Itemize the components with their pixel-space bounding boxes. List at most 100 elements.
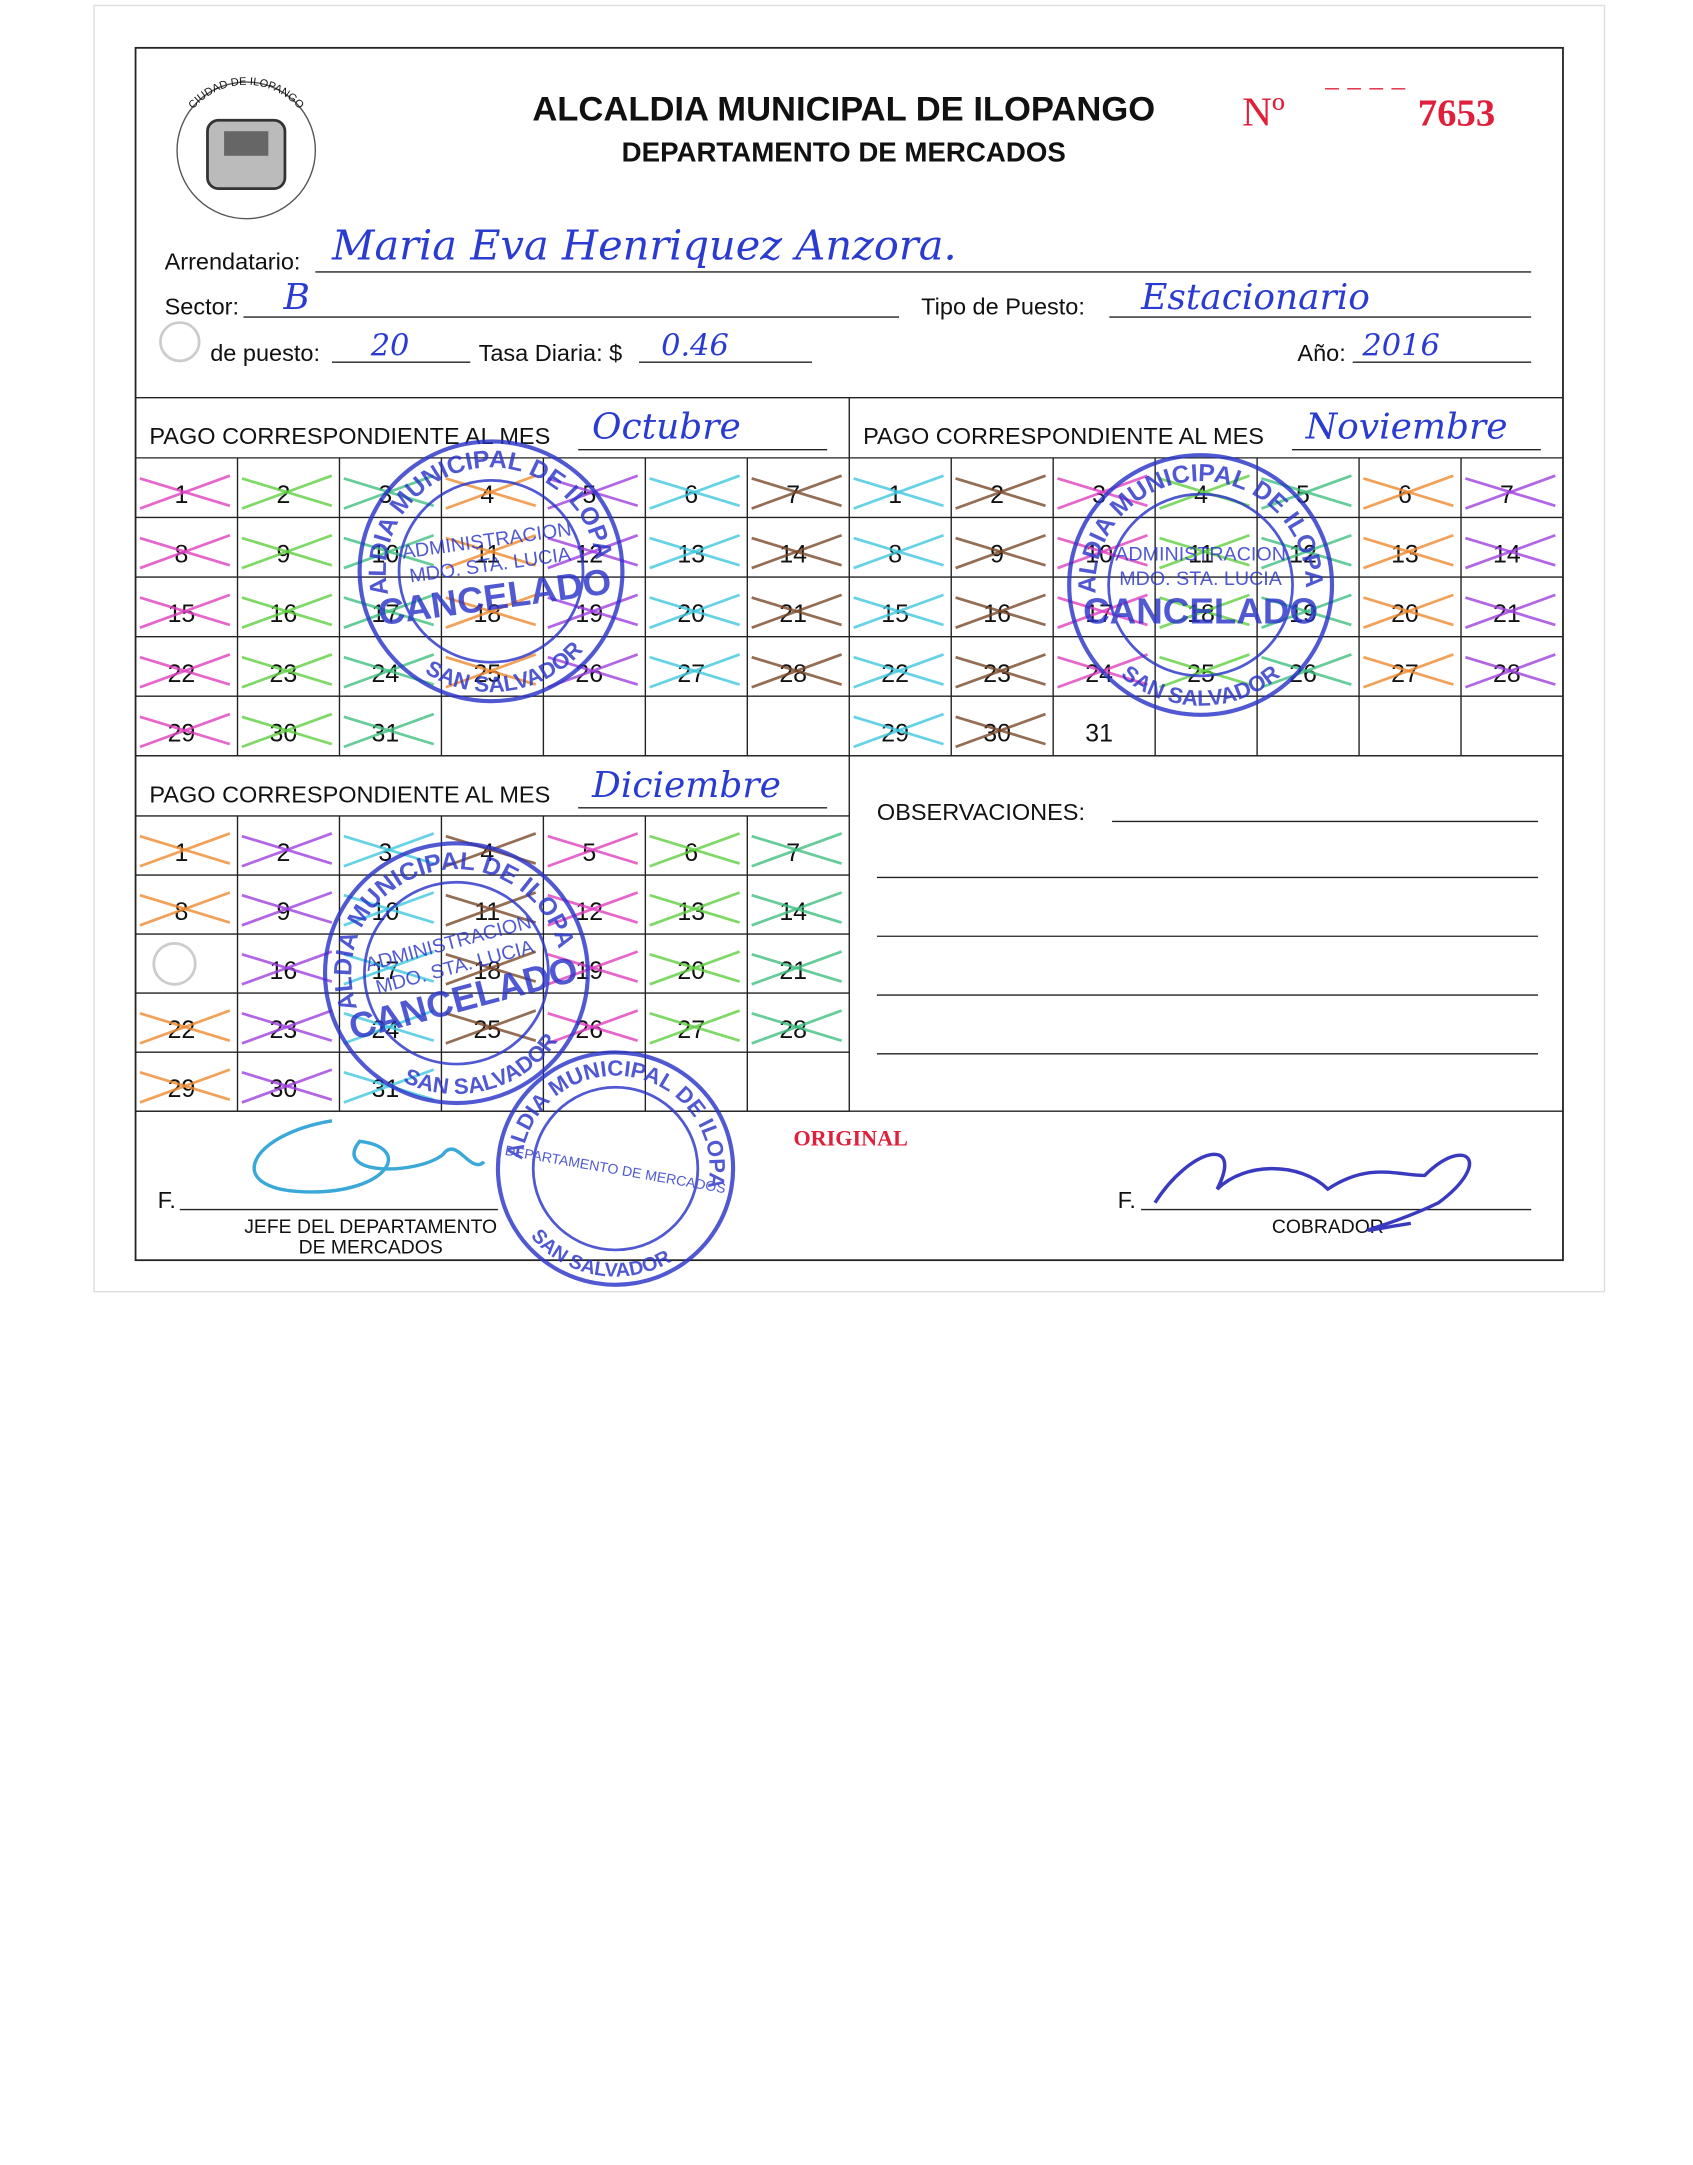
pen-mark <box>241 950 333 986</box>
pen-mark <box>1464 593 1556 629</box>
field-label: Sector: <box>165 293 239 319</box>
pen-mark <box>139 891 231 927</box>
pen-mark <box>547 832 639 868</box>
pen-mark <box>955 533 1046 570</box>
pen-mark <box>445 891 537 927</box>
number: 7653 <box>1418 93 1495 135</box>
field-value: Estacionario <box>1140 277 1370 318</box>
punch-hole <box>152 941 197 986</box>
signature-prefix: F. <box>158 1187 176 1213</box>
month-label: PAGO CORRESPONDIENTE AL MES <box>863 423 1264 449</box>
pen-mark <box>955 712 1046 749</box>
logo-ring <box>176 81 317 220</box>
month-label: PAGO CORRESPONDIENTE AL MES <box>149 423 550 449</box>
pen-mark <box>139 832 231 868</box>
pen-mark <box>853 653 945 689</box>
field-label: Año: <box>1297 340 1345 366</box>
field-label: Arrendatario: <box>165 248 301 274</box>
pen-mark <box>343 1009 435 1045</box>
pen-mark <box>139 1068 231 1104</box>
pen-mark <box>139 474 231 510</box>
signature <box>1153 1152 1472 1232</box>
pen-mark <box>445 533 537 570</box>
subtitle: DEPARTAMENTO DE MERCADOS <box>622 136 1066 167</box>
pen-mark <box>547 533 639 570</box>
field-value: Maria Eva Henriquez Anzora. <box>331 222 957 270</box>
pen-mark <box>241 533 333 570</box>
pen-mark <box>343 593 435 629</box>
stamp-text: MDO. STA. LUCIA <box>1119 568 1283 590</box>
pen-mark <box>547 593 639 629</box>
signature-title: JEFE DEL DEPARTAMENTO <box>244 1217 497 1238</box>
pen-mark <box>751 593 843 629</box>
pen-mark <box>1362 533 1454 570</box>
pen-mark <box>751 1009 843 1045</box>
pen-mark <box>1159 653 1250 689</box>
signature-title: COBRADOR <box>1272 1217 1384 1238</box>
pen-mark <box>343 950 435 986</box>
pen-mark <box>955 593 1046 629</box>
stamp-ring <box>1107 492 1294 678</box>
pen-mark <box>955 653 1046 689</box>
field-label: Tasa Diaria: $ <box>479 340 623 366</box>
observaciones-label: OBSERVACIONES: <box>877 799 1085 825</box>
day-number: 31 <box>1085 721 1113 748</box>
pen-mark <box>1159 593 1250 629</box>
stamp-ring <box>1067 453 1335 717</box>
stamp-ring <box>531 1085 700 1252</box>
pen-mark <box>241 1068 333 1104</box>
stamp-text: CANCELADO <box>1083 590 1318 631</box>
pen-mark <box>241 832 333 868</box>
pen-mark <box>955 474 1046 510</box>
field-value: 0.46 <box>661 329 729 364</box>
pen-mark <box>1159 533 1250 570</box>
field-value: 20 <box>370 329 410 364</box>
pen-mark <box>853 474 945 510</box>
pen-mark <box>241 891 333 927</box>
pen-mark <box>241 593 333 629</box>
pen-mark <box>853 533 945 570</box>
pen-mark <box>1464 653 1556 689</box>
pen-mark <box>139 593 231 629</box>
pen-mark <box>751 891 843 927</box>
signature-title: DE MERCADOS <box>299 1237 443 1258</box>
pen-mark <box>853 593 945 629</box>
pen-mark <box>751 653 843 689</box>
pen-mark <box>751 832 843 868</box>
pen-mark <box>445 1009 537 1045</box>
pen-mark <box>1261 653 1352 689</box>
pen-mark <box>751 474 843 510</box>
month-name: Octubre <box>592 407 741 448</box>
pen-mark <box>241 712 333 749</box>
field-label: Tipo de Puesto: <box>921 293 1085 319</box>
logo-building <box>224 131 269 156</box>
pen-mark <box>445 593 537 629</box>
field-value: 2016 <box>1361 329 1439 364</box>
pen-mark <box>649 1009 741 1045</box>
pen-mark <box>139 533 231 570</box>
pen-mark <box>649 950 741 986</box>
pen-mark <box>649 891 741 927</box>
pen-mark <box>139 653 231 689</box>
pen-mark <box>445 474 537 510</box>
field-label: de puesto: <box>210 340 320 366</box>
pen-mark <box>1261 533 1352 570</box>
pen-mark <box>649 474 741 510</box>
copy-label: ORIGINAL <box>793 1125 907 1150</box>
pen-mark <box>649 832 741 868</box>
pen-mark <box>1261 593 1352 629</box>
stamp-ring <box>357 439 625 704</box>
stamp-ring <box>363 880 550 1066</box>
pen-mark <box>649 533 741 570</box>
signature-prefix: F. <box>1118 1187 1136 1213</box>
pen-mark <box>139 712 231 749</box>
pen-mark <box>1261 474 1352 510</box>
pen-mark <box>445 653 537 689</box>
punch-hole <box>159 321 201 363</box>
pen-mark <box>343 712 435 749</box>
pen-mark <box>343 832 435 868</box>
stamp-ring <box>397 479 585 664</box>
title: ALCALDIA MUNICIPAL DE ILOPANGO <box>532 90 1155 128</box>
